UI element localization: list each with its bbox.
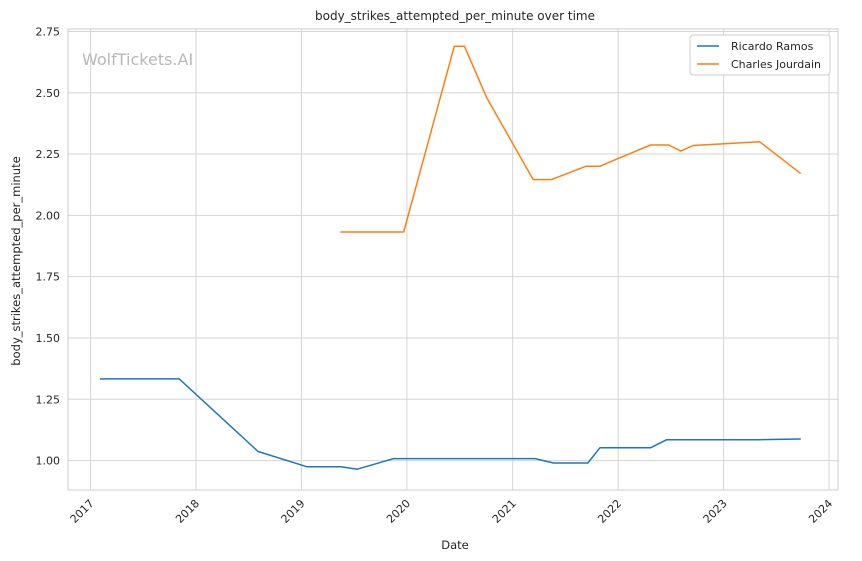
y-tick-label: 1.25 [36,393,61,406]
y-axis-label: body_strikes_attempted_per_minute [9,156,23,365]
x-tick-label: 2024 [806,497,835,526]
series-line-charles-jourdain [340,45,801,233]
x-tick-label: 2018 [173,497,202,526]
y-tick-label: 2.75 [36,25,61,38]
y-tick-label: 2.00 [36,209,61,222]
y-tick-label: 2.25 [36,148,61,161]
legend-box [689,34,831,76]
x-tick-label: 2023 [701,497,730,526]
grid [68,29,838,490]
x-tick-label: 2017 [68,497,97,526]
chart-title: body_strikes_attempted_per_minute over t… [315,9,595,23]
y-tick-label: 2.50 [36,87,61,100]
y-tick-label: 1.00 [36,455,61,468]
series-layer [99,45,801,470]
x-tick-label: 2020 [384,497,413,526]
x-axis-ticks: 2017 2018 2019 2020 2021 2022 2023 2024 [68,497,835,526]
legend-label-ricardo-ramos: Ricardo Ramos [731,40,814,53]
x-tick-label: 2022 [595,497,624,526]
x-axis-label: Date [441,538,469,552]
series-line-ricardo-ramos [99,378,801,470]
plot-frame [67,28,839,491]
y-tick-label: 1.75 [36,271,61,284]
legend: Ricardo Ramos Charles Jourdain [689,34,831,76]
y-axis-ticks: 1.00 1.25 1.50 1.75 2.00 2.25 2.50 2.75 [36,25,61,467]
legend-label-charles-jourdain: Charles Jourdain [731,58,821,71]
x-tick-label: 2019 [279,497,308,526]
watermark: WolfTickets.AI [82,50,193,69]
x-tick-label: 2021 [490,497,519,526]
y-tick-label: 1.50 [36,332,61,345]
